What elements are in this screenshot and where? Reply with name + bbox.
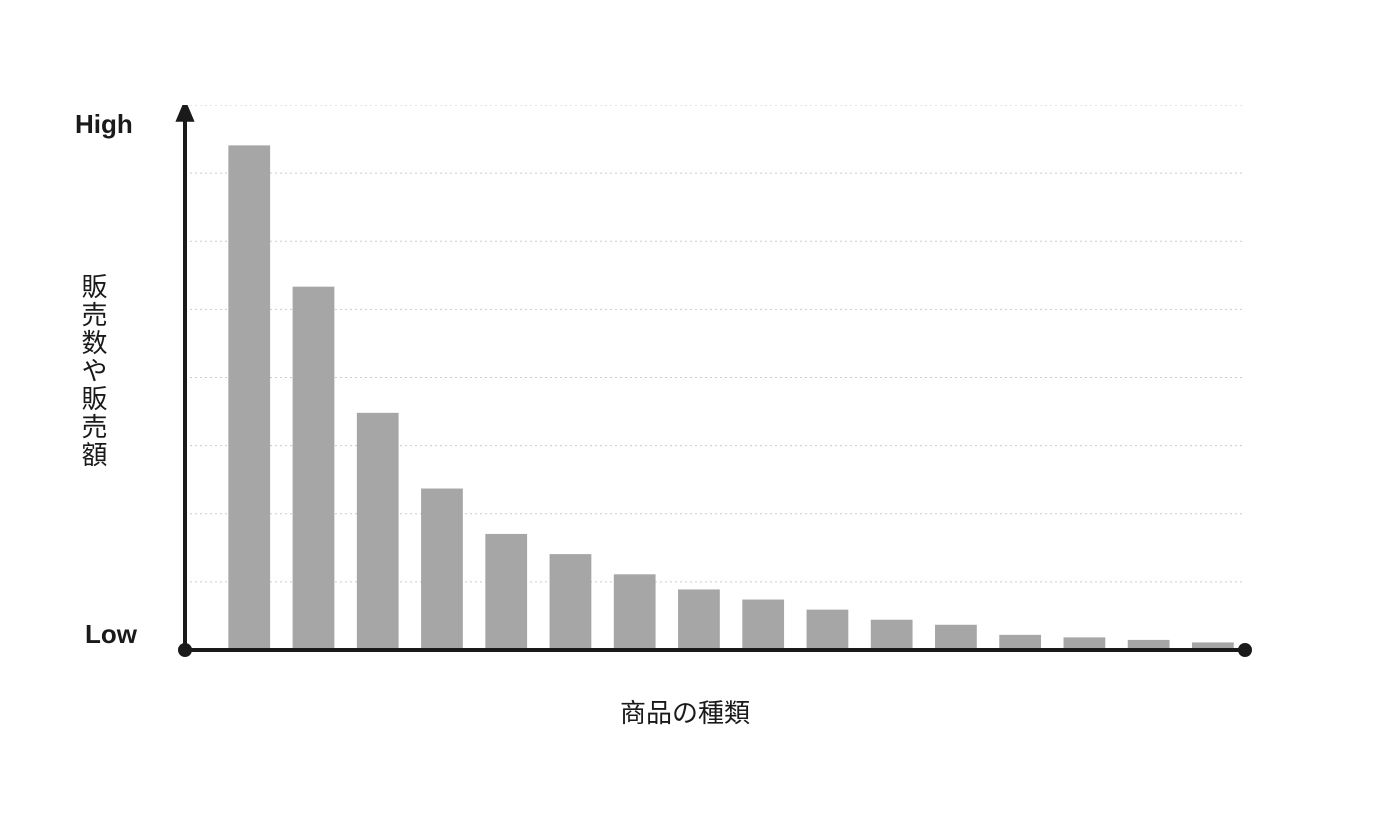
bar <box>421 489 463 650</box>
bar <box>871 620 913 650</box>
bar <box>807 610 849 650</box>
bar-chart <box>165 105 1265 670</box>
bar <box>293 287 335 650</box>
y-axis-label: 販売数や販売額 <box>75 273 112 469</box>
bar <box>999 635 1041 650</box>
y-axis-low-label: Low <box>85 619 137 650</box>
bar <box>357 413 399 650</box>
bar <box>678 589 720 650</box>
bar <box>935 625 977 650</box>
y-axis-arrow-icon <box>175 105 194 122</box>
y-axis-high-label: High <box>75 109 133 140</box>
bar <box>485 534 527 650</box>
bar <box>228 145 270 650</box>
chart-container: High Low 販売数や販売額 商品の種類 <box>165 105 1245 695</box>
x-axis-label: 商品の種類 <box>620 693 750 730</box>
origin-dot-icon <box>178 643 192 657</box>
bar <box>614 574 656 650</box>
bar <box>550 554 592 650</box>
x-axis-end-dot-icon <box>1238 643 1252 657</box>
bar <box>742 600 784 650</box>
